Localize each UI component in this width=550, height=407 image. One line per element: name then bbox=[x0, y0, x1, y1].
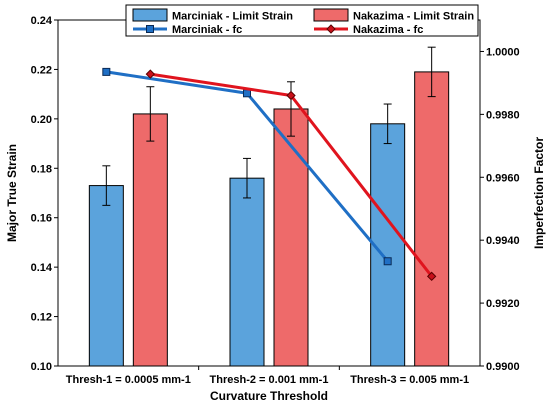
legend-label-nakazima-fc: Nakazima - fc bbox=[353, 24, 423, 36]
y-tick-label-8: 0.24 bbox=[31, 15, 53, 27]
legend-marker-marciniak-fc bbox=[146, 25, 154, 33]
y2-tick-label-1: 0.9900 bbox=[486, 361, 520, 373]
marker-nakazima-fc-1 bbox=[145, 69, 156, 79]
x-axis-title: Curvature Threshold bbox=[210, 389, 328, 403]
y-tick-label-2: 0.12 bbox=[31, 312, 52, 324]
bars-layer bbox=[88, 46, 450, 367]
ticks-layer: 0.10 0.12 0.14 0.16 0.18 0.20 0.22 0.24 0.9900 0.… bbox=[31, 15, 520, 386]
lines-layer bbox=[102, 67, 437, 282]
y2-tick-label-6: 1.0000 bbox=[486, 46, 520, 58]
bar-marciniak-limit-strain-2 bbox=[229, 177, 265, 367]
y2-tick-label-4: 0.9960 bbox=[486, 172, 520, 184]
marker-marciniak-fc-1 bbox=[102, 67, 111, 76]
x-tick-label-3: Thresh-3 = 0.005 mm-1 bbox=[350, 374, 469, 386]
legend-label-marciniak-limit-strain: Marciniak - Limit Strain bbox=[172, 11, 293, 23]
x-tick-label-2: Thresh-2 = 0.001 mm-1 bbox=[210, 374, 329, 386]
y-tick-label-7: 0.22 bbox=[31, 64, 52, 76]
legend-label-nakazima-limit-strain: Nakazima - Limit Strain bbox=[353, 11, 474, 23]
y-tick-label-6: 0.20 bbox=[31, 114, 52, 126]
marker-marciniak-fc-2 bbox=[243, 89, 251, 98]
legend-label-marciniak-fc: Marciniak - fc bbox=[172, 24, 242, 36]
bar-nakazima-limit-strain-1 bbox=[132, 113, 168, 367]
y-tick-label-4: 0.16 bbox=[31, 213, 52, 225]
legend-swatch-nakazima-limit-strain bbox=[313, 8, 349, 22]
marker-nakazima-fc-2 bbox=[286, 90, 296, 101]
y2-tick-label-2: 0.9920 bbox=[486, 298, 520, 310]
y2-axis-title: Imperfection Factor bbox=[532, 137, 546, 249]
legend: Marciniak - Limit Strain Nakazima - Limi… bbox=[125, 4, 479, 37]
y2-tick-label-3: 0.9940 bbox=[486, 235, 520, 247]
y-tick-label-5: 0.18 bbox=[31, 163, 52, 175]
y-tick-label-1: 0.10 bbox=[31, 361, 52, 373]
legend-swatch-marciniak-limit-strain bbox=[132, 8, 168, 22]
y2-tick-label-5: 0.9980 bbox=[486, 109, 520, 121]
y-tick-label-3: 0.14 bbox=[31, 262, 53, 274]
x-tick-label-1: Thresh-1 = 0.0005 mm-1 bbox=[66, 374, 191, 386]
marker-nakazima-fc-3 bbox=[426, 271, 437, 282]
legend-box bbox=[125, 4, 479, 37]
y-axis-title: Major True Strain bbox=[5, 144, 19, 242]
bar-marciniak-limit-strain-1 bbox=[88, 185, 124, 367]
legend-marker-nakazima-fc bbox=[326, 24, 336, 34]
bar-nakazima-limit-strain-3 bbox=[414, 71, 450, 367]
marker-marciniak-fc-3 bbox=[383, 257, 392, 266]
